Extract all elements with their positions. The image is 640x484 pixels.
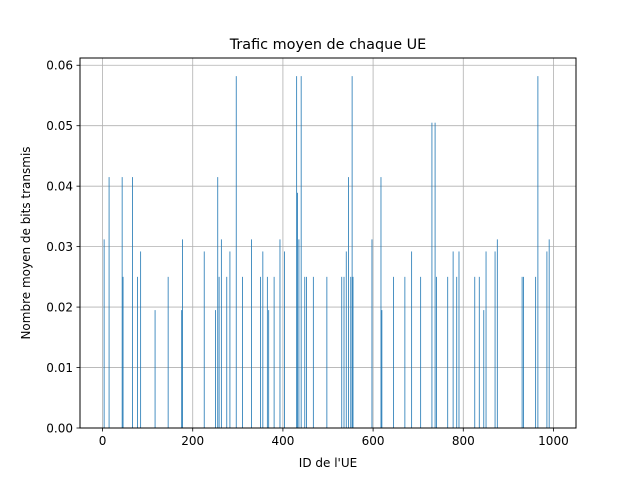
data-bar	[229, 251, 231, 428]
data-bar	[494, 251, 496, 428]
data-bar	[411, 251, 413, 428]
data-bar	[181, 310, 183, 428]
data-bar	[306, 276, 307, 428]
data-bar	[284, 251, 285, 428]
data-bar	[268, 310, 270, 428]
data-bar	[260, 276, 261, 428]
x-axis-ticks: 0 200 400 600 800 1000	[99, 428, 569, 448]
y-tick-label: 0.05	[46, 119, 73, 133]
data-bar	[478, 276, 480, 428]
data-bar	[154, 310, 156, 428]
data-bar	[523, 276, 524, 428]
data-bar	[304, 276, 306, 428]
data-bar	[496, 239, 498, 428]
data-bar	[215, 310, 216, 428]
data-bar	[226, 276, 228, 428]
data-bar	[474, 276, 476, 428]
y-axis-label: Nombre moyen de bits transmis	[19, 146, 33, 339]
data-bar	[447, 276, 449, 428]
y-tick-label: 0.04	[46, 179, 73, 193]
data-bar	[345, 251, 347, 428]
data-bar	[548, 239, 550, 428]
data-bar	[203, 251, 205, 428]
data-bar	[434, 122, 436, 428]
data-bar	[122, 276, 124, 428]
data-bar	[218, 276, 220, 428]
data-bar	[352, 276, 354, 428]
data-bar	[262, 251, 264, 428]
data-bar	[483, 310, 485, 428]
plot-frame	[79, 57, 577, 429]
y-tick-label: 0.03	[46, 240, 73, 254]
y-axis-ticks: 0.00 0.01 0.02 0.03 0.04 0.05 0.06	[46, 59, 80, 435]
data-bar	[217, 177, 219, 428]
data-bar	[220, 239, 222, 428]
data-bar	[521, 276, 523, 428]
data-bar	[297, 192, 298, 428]
data-bar	[535, 276, 537, 428]
y-tick-label: 0.00	[46, 421, 73, 435]
grid-lines	[80, 58, 576, 429]
data-bar	[546, 251, 548, 428]
data-bar	[485, 251, 487, 428]
data-bar	[300, 76, 302, 428]
data-bar	[351, 76, 353, 428]
x-tick-label: 400	[271, 434, 294, 448]
data-bars	[103, 76, 550, 428]
data-bar	[420, 276, 422, 428]
data-bar	[137, 276, 138, 428]
data-bar	[279, 239, 281, 428]
data-bar	[132, 177, 133, 428]
data-bar	[167, 276, 169, 428]
y-tick-label: 0.02	[46, 300, 73, 314]
data-bar	[393, 276, 395, 428]
data-bar	[371, 239, 373, 428]
data-bar	[381, 310, 383, 428]
data-bar	[537, 76, 539, 428]
data-bar	[108, 177, 110, 428]
data-bar	[348, 177, 349, 428]
data-bar	[436, 276, 437, 428]
x-axis-label: ID de l'UE	[299, 456, 357, 470]
data-bar	[456, 276, 458, 428]
data-bar	[298, 239, 300, 428]
data-bar	[431, 122, 433, 428]
data-bar	[296, 76, 298, 428]
data-bar	[404, 276, 406, 428]
data-bar	[341, 276, 343, 428]
data-bar	[266, 276, 268, 428]
data-bar	[182, 239, 183, 428]
y-tick-label: 0.01	[46, 361, 73, 375]
data-bar	[312, 276, 314, 428]
data-bar	[380, 177, 382, 428]
chart-title: Trafic moyen de chaque UE	[229, 37, 427, 53]
x-tick-label: 600	[362, 434, 385, 448]
x-tick-label: 800	[452, 434, 475, 448]
x-tick-label: 1000	[538, 434, 569, 448]
y-tick-label: 0.06	[46, 59, 73, 73]
data-bar	[251, 239, 252, 428]
data-bar	[103, 239, 105, 428]
data-bar	[235, 76, 237, 428]
data-bar	[452, 251, 454, 428]
data-bar	[458, 251, 460, 428]
data-bar	[242, 276, 243, 428]
x-tick-label: 200	[181, 434, 204, 448]
data-bar	[140, 251, 142, 428]
data-bar	[350, 276, 352, 428]
data-bar	[273, 276, 275, 428]
data-bar	[121, 177, 123, 428]
x-tick-label: 0	[99, 434, 107, 448]
data-bar	[343, 276, 345, 428]
data-bar	[326, 276, 328, 428]
